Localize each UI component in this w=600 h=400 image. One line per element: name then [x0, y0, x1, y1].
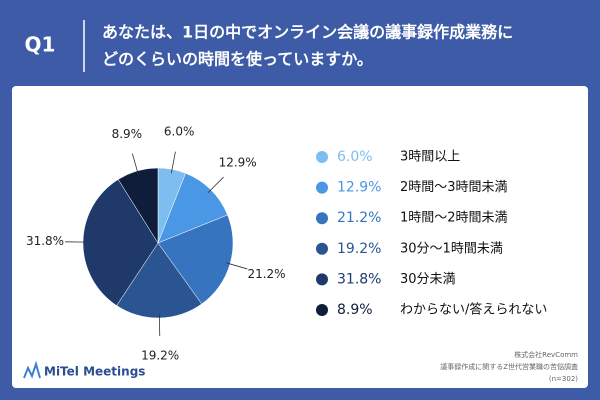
legend-value: 8.9%: [337, 302, 373, 318]
data-label: 12.9%: [219, 155, 257, 169]
source-text: 株式会社RevComm: [514, 350, 578, 359]
leader-line: [170, 151, 176, 174]
logo: MiTel Meetings: [23, 360, 145, 379]
legend-marker: [316, 151, 328, 163]
data-label: 6.0%: [164, 125, 195, 139]
legend-value: 31.8%: [337, 271, 381, 287]
legend-value: 12.9%: [337, 180, 381, 196]
data-label: 21.2%: [247, 267, 285, 281]
legend-label: 1時間〜2時間未満: [400, 211, 508, 226]
question-line: あなたは、1日の中でオンライン会議の議事録作成業務に: [102, 23, 513, 42]
legend-marker: [316, 273, 328, 286]
question-line: どのくらいの時間を使っていますか。: [102, 50, 373, 69]
question-number: Q1: [25, 33, 56, 57]
legend-value: 6.0%: [337, 149, 373, 165]
data-label: 19.2%: [141, 348, 179, 362]
logo-text: MiTel Meetings: [44, 365, 145, 379]
leader-line: [131, 153, 139, 175]
legend-label: 30分〜1時間未満: [400, 241, 503, 256]
legend-label: 3時間以上: [400, 150, 460, 165]
legend-label: わからない/答えられない: [400, 302, 547, 318]
legend-marker: [316, 181, 328, 194]
legend-label: 2時間〜3時間未満: [400, 180, 508, 195]
legend-value: 19.2%: [337, 241, 381, 257]
leader-line: [207, 176, 224, 193]
source-text: 議事録作成に関するZ世代営業職の苦悩調査: [440, 362, 578, 371]
legend-marker: [316, 242, 328, 255]
legend-value: 21.2%: [337, 210, 381, 226]
leader-line: [226, 262, 248, 270]
source-text: (n=302): [549, 375, 578, 383]
legend-label: 30分未満: [400, 272, 456, 287]
data-label: 8.9%: [112, 127, 143, 141]
data-label: 31.8%: [26, 234, 64, 248]
legend-marker: [316, 212, 328, 225]
legend-marker: [316, 304, 328, 316]
logo-mark: [23, 360, 41, 379]
